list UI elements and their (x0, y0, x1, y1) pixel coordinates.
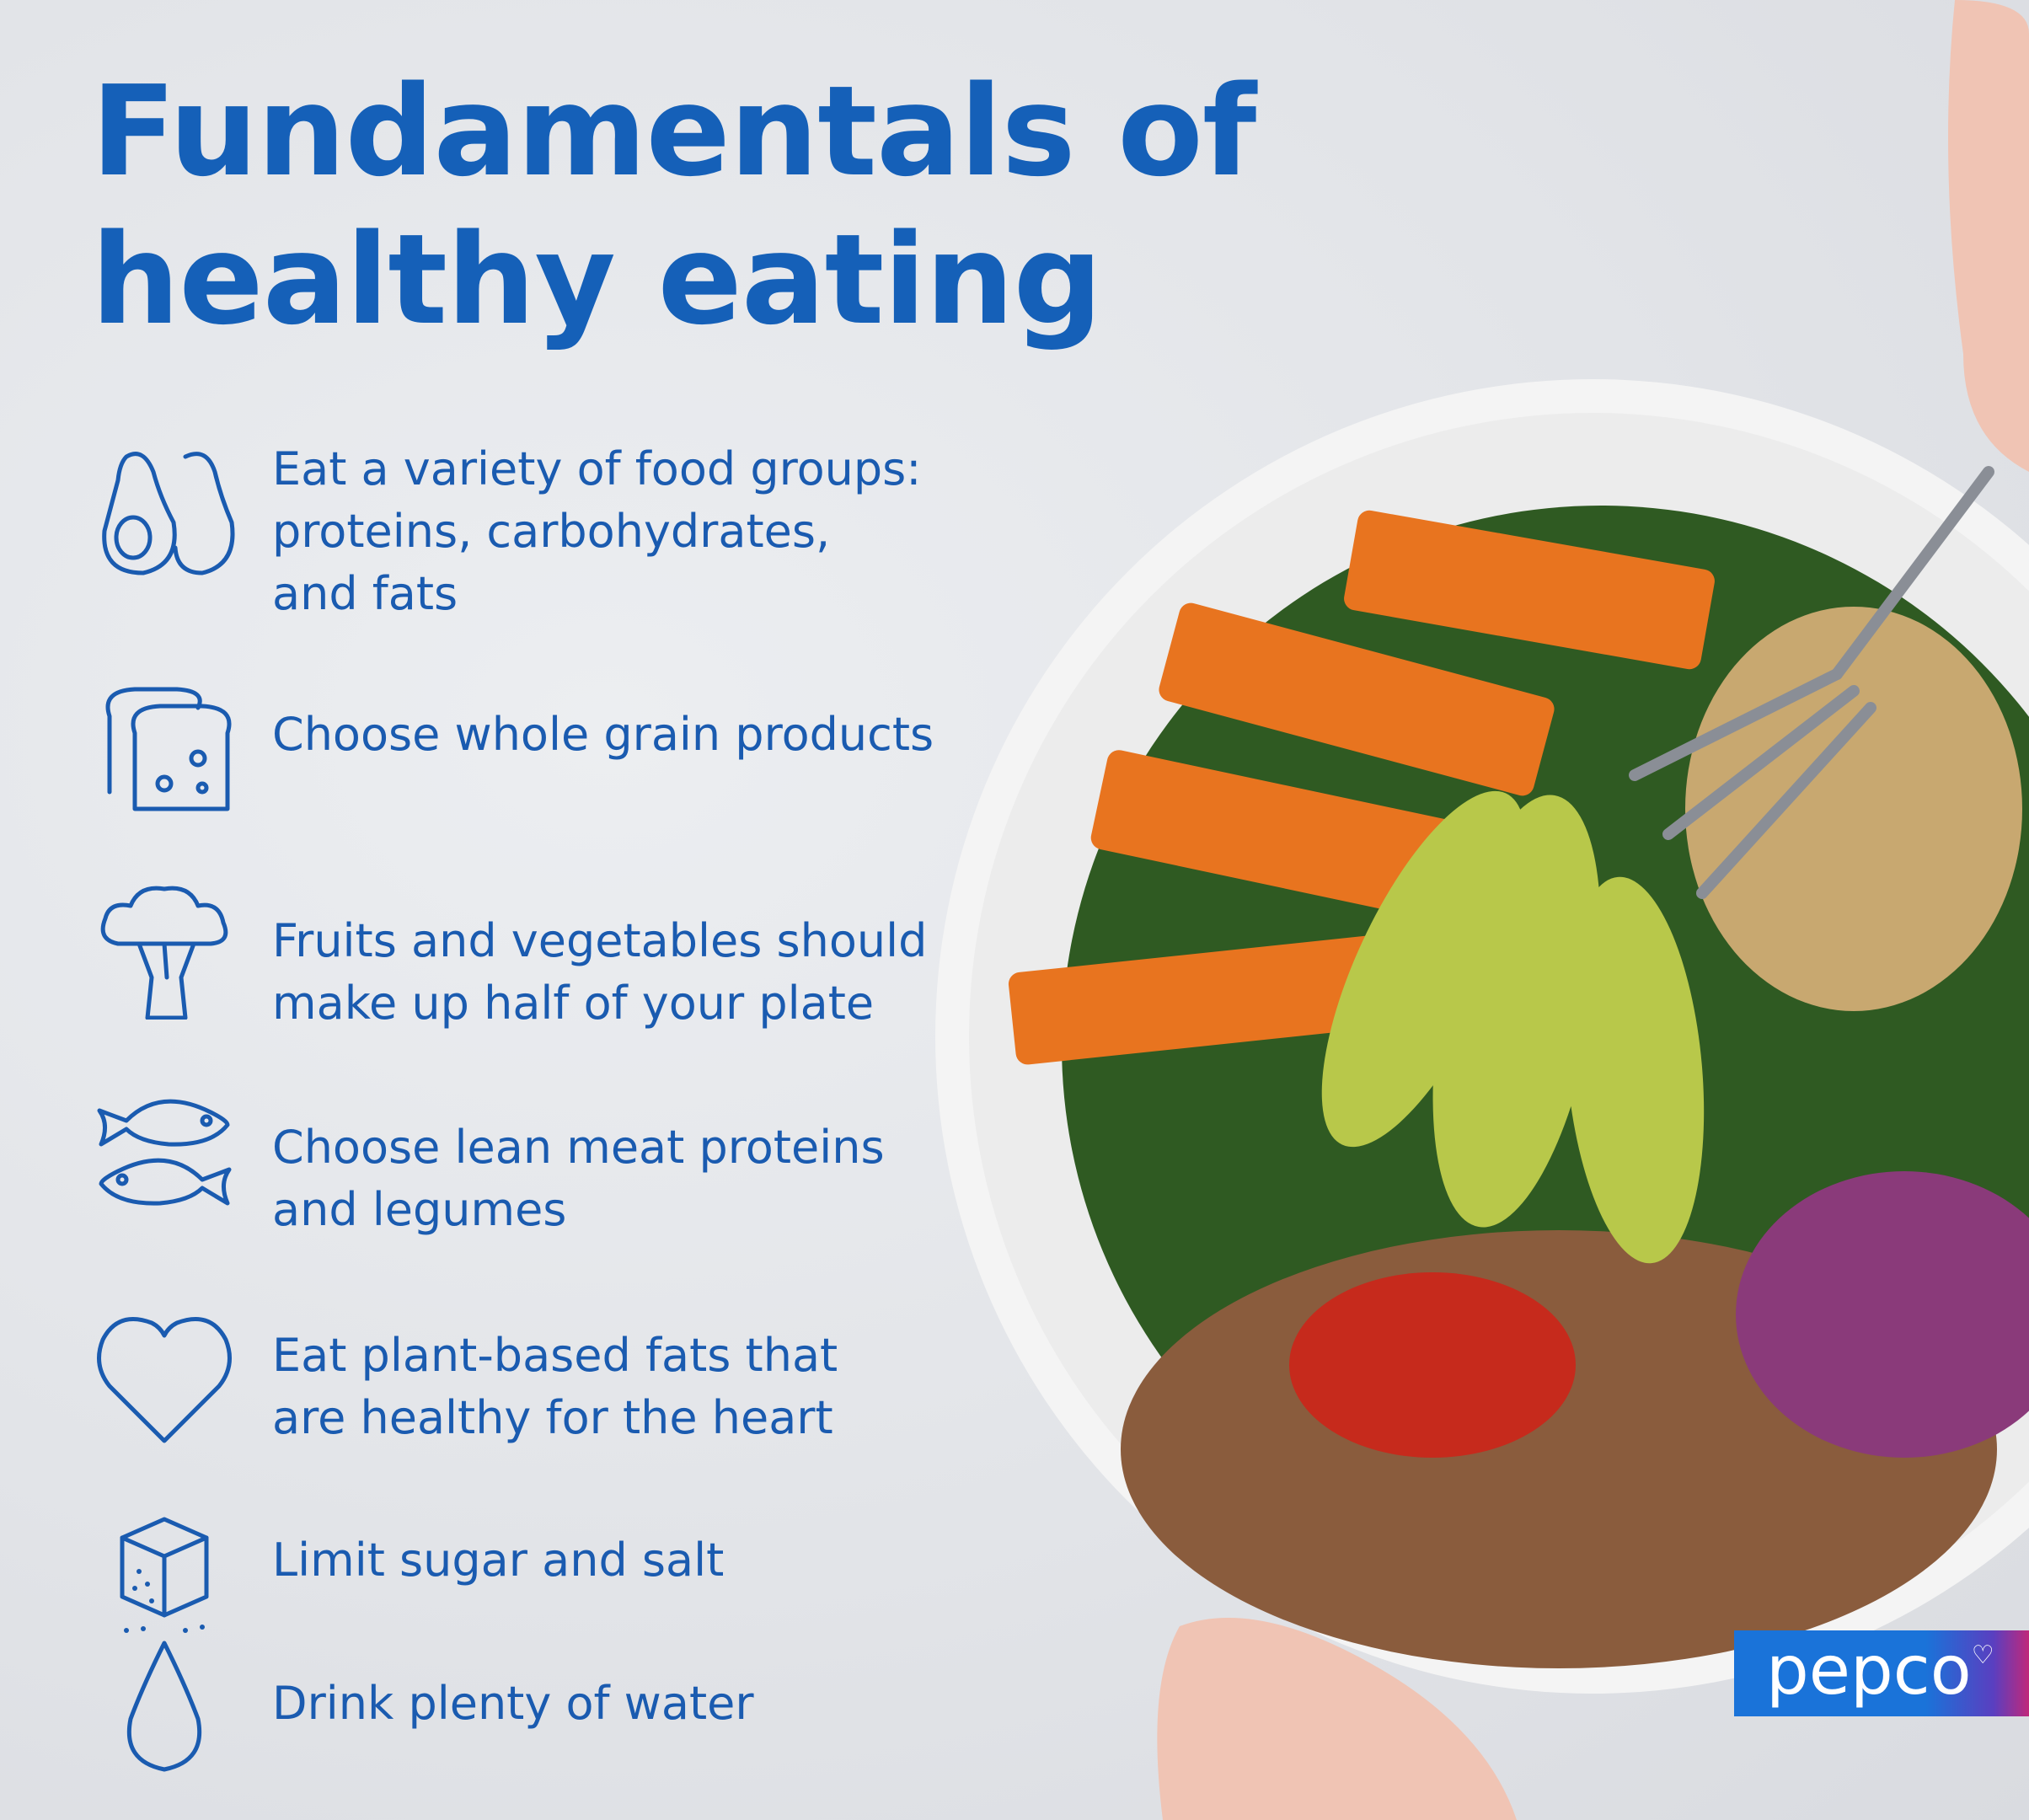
tip-text: Limit sugar and salt (272, 1534, 725, 1587)
title-line-1: Fundamentals of (91, 59, 1256, 204)
tip-text: Choose lean meat proteins and legumes (272, 1121, 885, 1236)
logo-text: pepco (1766, 1631, 1972, 1710)
tip-text: Choose whole grain products (272, 708, 934, 761)
tip-text: Fruits and vegetables should make up hal… (272, 914, 928, 1030)
tip-text: Eat a variety of food groups: proteins, … (272, 442, 922, 620)
broccoli-icon (100, 886, 228, 1020)
heart-mark-icon: ♡ (1971, 1641, 1994, 1670)
food-bowl-photo (935, 0, 2029, 1820)
title-line-2: healthy eating (91, 207, 1102, 352)
avocado-icon (102, 452, 235, 575)
fish-icon (97, 1099, 232, 1206)
heart-icon (97, 1317, 232, 1443)
tip-text: Eat plant-based fats that are healthy fo… (272, 1329, 838, 1444)
water-drop-icon (126, 1641, 202, 1772)
pepco-logo: pepco♡ (1734, 1630, 2029, 1716)
page-title: Fundamentals of healthy eating (91, 57, 1256, 354)
sugar-cube-icon (120, 1517, 209, 1633)
tip-text: Drink plenty of water (272, 1677, 754, 1730)
bread-icon (105, 687, 232, 811)
